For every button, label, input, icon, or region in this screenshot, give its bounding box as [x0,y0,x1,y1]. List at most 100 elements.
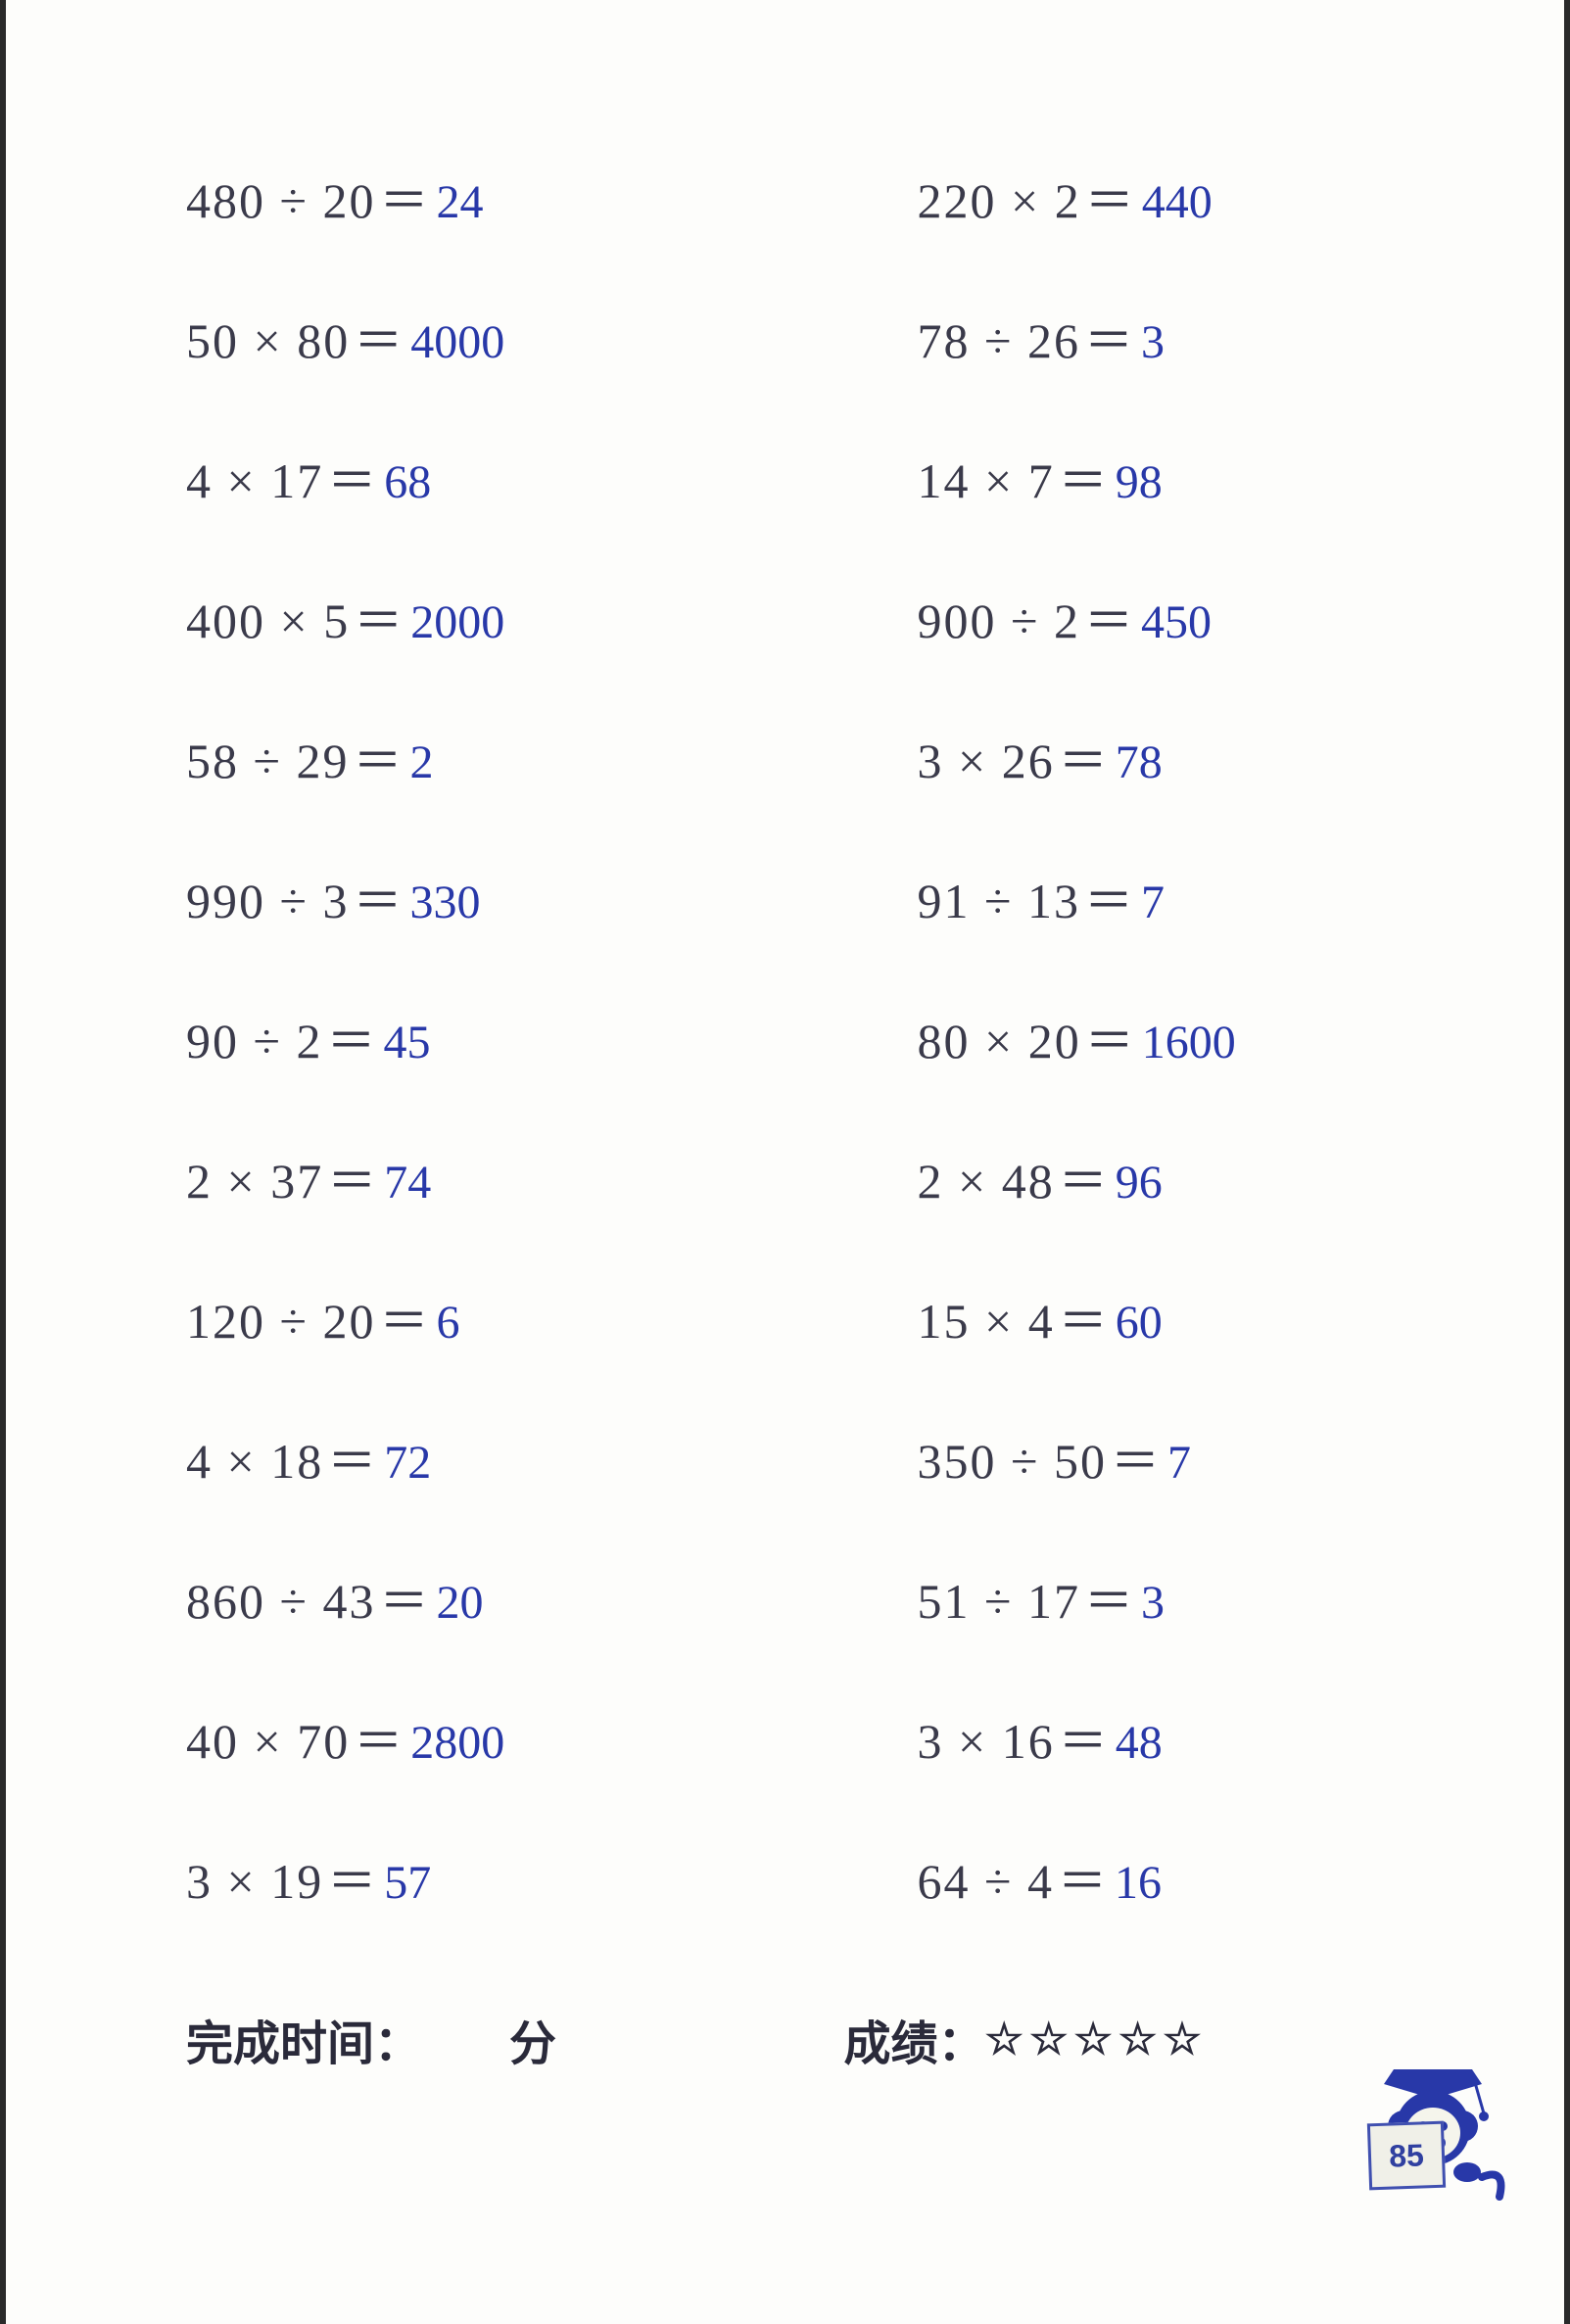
problem-expr: 2 × 37 [186,1157,323,1206]
footer-time: 完成时间： 分 [186,2005,776,2073]
problem-row: 900 ÷ 2 ＝ 450 [849,596,1434,646]
time-label: 完成时间： [186,2005,421,2073]
equals-sign: ＝ [354,316,403,365]
problem-expr: 14 × 7 [918,456,1055,505]
score-label: 成绩： [844,2005,985,2073]
equals-sign: ＝ [379,176,428,225]
problem-row: 64 ÷ 4 ＝ 16 [849,1857,1434,1907]
problem-answer: 98 [1116,459,1163,506]
problem-row: 51 ÷ 17 ＝ 3 [849,1577,1434,1627]
equals-sign: ＝ [1059,1157,1108,1206]
problem-answer: 72 [384,1440,431,1487]
problem-expr: 58 ÷ 29 [186,736,349,785]
problem-row: 91 ÷ 13 ＝ 7 [849,877,1434,926]
equals-sign: ＝ [353,736,402,785]
problem-row: 14 × 7 ＝ 98 [849,456,1434,506]
problem-expr: 80 × 20 [918,1017,1081,1066]
equals-sign: ＝ [1084,877,1133,925]
problem-expr: 860 ÷ 43 [186,1577,375,1626]
problem-expr: 64 ÷ 4 [918,1857,1054,1906]
problem-expr: 15 × 4 [918,1297,1055,1346]
problem-expr: 3 × 19 [186,1857,323,1906]
problem-expr: 40 × 70 [186,1717,350,1766]
problem-answer: 1600 [1142,1020,1236,1067]
problem-expr: 990 ÷ 3 [186,877,349,925]
problem-expr: 480 ÷ 20 [186,176,375,225]
footer-score: 成绩： ☆☆☆☆☆ [776,2005,1434,2073]
problem-row: 350 ÷ 50 ＝ 7 [849,1437,1434,1487]
problem-row: 4 × 17 ＝ 68 [186,456,771,506]
page-number-text: 85 [1389,2137,1425,2174]
problem-row: 2 × 48 ＝ 96 [849,1157,1434,1207]
equals-sign: ＝ [1059,1297,1108,1346]
problems-grid: 480 ÷ 20 ＝ 24 220 × 2 ＝ 440 50 × 80 ＝ 40… [186,176,1433,1907]
problem-answer: 2000 [410,599,504,646]
equals-sign: ＝ [1059,736,1108,785]
problem-expr: 4 × 17 [186,456,323,505]
problem-row: 120 ÷ 20 ＝ 6 [186,1297,771,1347]
problem-answer: 440 [1142,179,1213,226]
equals-sign: ＝ [327,1857,376,1906]
problem-expr: 120 ÷ 20 [186,1297,375,1346]
problem-row: 58 ÷ 29 ＝ 2 [186,736,771,786]
problem-answer: 74 [384,1160,431,1207]
problem-answer: 96 [1116,1160,1163,1207]
problem-answer: 4000 [410,319,504,366]
problem-answer: 57 [384,1860,431,1907]
problem-expr: 3 × 16 [918,1717,1055,1766]
problem-row: 3 × 19 ＝ 57 [186,1857,771,1907]
equals-sign: ＝ [379,1577,428,1626]
score-stars: ☆☆☆☆☆ [985,2015,1208,2064]
problem-expr: 51 ÷ 17 [918,1577,1080,1626]
problem-answer: 48 [1116,1720,1163,1767]
problem-row: 80 × 20 ＝ 1600 [849,1017,1434,1067]
problem-answer: 2 [409,739,433,786]
problem-row: 3 × 16 ＝ 48 [849,1717,1434,1767]
page-number: 85 [1367,2121,1446,2191]
equals-sign: ＝ [327,1157,376,1206]
equals-sign: ＝ [327,1437,376,1486]
problem-expr: 50 × 80 [186,316,350,365]
equals-sign: ＝ [1084,1577,1133,1626]
problem-row: 480 ÷ 20 ＝ 24 [186,176,771,226]
problem-row: 50 × 80 ＝ 4000 [186,316,771,366]
equals-sign: ＝ [1085,1017,1134,1066]
equals-sign: ＝ [1058,1857,1107,1906]
problem-answer: 450 [1141,599,1212,646]
problem-row: 90 ÷ 2 ＝ 45 [186,1017,771,1067]
problem-answer: 3 [1141,319,1165,366]
problem-row: 4 × 18 ＝ 72 [186,1437,771,1487]
equals-sign: ＝ [379,1297,428,1346]
problem-answer: 45 [383,1020,430,1067]
monkey-mascot-icon: 85 [1345,2040,1511,2236]
problem-answer: 2800 [410,1720,504,1767]
problem-row: 2 × 37 ＝ 74 [186,1157,771,1207]
equals-sign: ＝ [354,1717,403,1766]
equals-sign: ＝ [1111,1437,1160,1486]
problem-answer: 6 [436,1300,459,1347]
time-unit: 分 [509,2005,556,2073]
problem-row: 220 × 2 ＝ 440 [849,176,1434,226]
problem-answer: 7 [1141,879,1165,926]
equals-sign: ＝ [326,1017,375,1066]
problem-expr: 78 ÷ 26 [918,316,1080,365]
problem-answer: 330 [409,879,480,926]
problem-expr: 900 ÷ 2 [918,596,1080,645]
equals-sign: ＝ [1059,456,1108,505]
problem-answer: 7 [1167,1440,1191,1487]
problem-answer: 20 [436,1580,483,1627]
problem-expr: 3 × 26 [918,736,1055,785]
problem-row: 400 × 5 ＝ 2000 [186,596,771,646]
problem-expr: 220 × 2 [918,176,1081,225]
problem-expr: 4 × 18 [186,1437,323,1486]
equals-sign: ＝ [353,877,402,925]
problem-row: 990 ÷ 3 ＝ 330 [186,877,771,926]
problem-row: 860 ÷ 43 ＝ 20 [186,1577,771,1627]
page-border-left [0,0,6,2324]
problem-row: 15 × 4 ＝ 60 [849,1297,1434,1347]
problem-row: 78 ÷ 26 ＝ 3 [849,316,1434,366]
equals-sign: ＝ [354,596,403,645]
problem-expr: 350 ÷ 50 [918,1437,1107,1486]
page-border-right [1564,0,1570,2324]
problem-answer: 68 [384,459,431,506]
